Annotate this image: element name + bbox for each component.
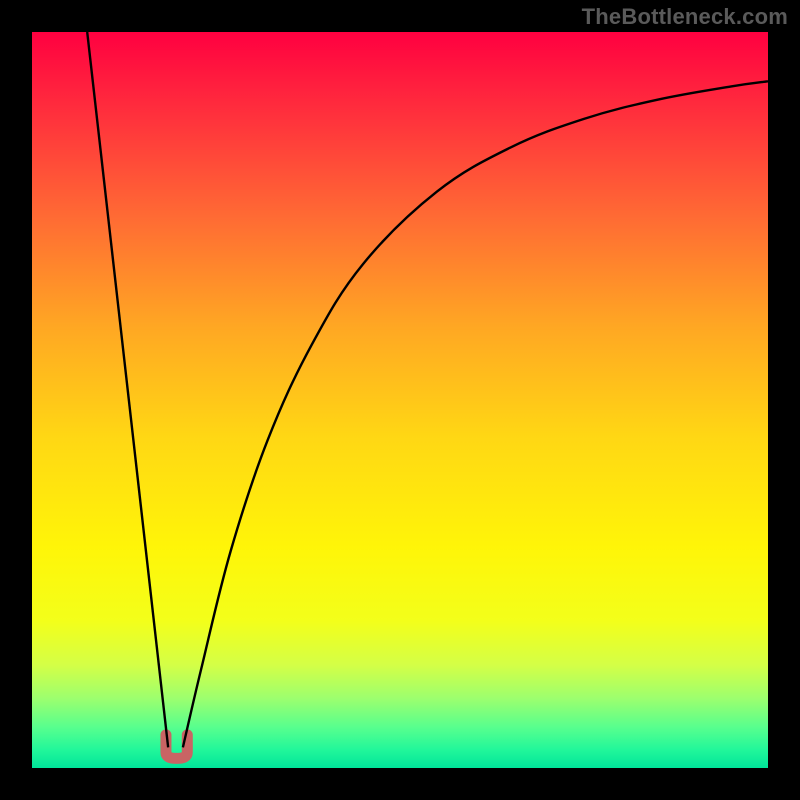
gradient-background <box>32 32 768 768</box>
chart-svg <box>32 32 768 768</box>
chart-frame: TheBottleneck.com <box>0 0 800 800</box>
watermark-text: TheBottleneck.com <box>582 4 788 30</box>
plot-area <box>32 32 768 768</box>
